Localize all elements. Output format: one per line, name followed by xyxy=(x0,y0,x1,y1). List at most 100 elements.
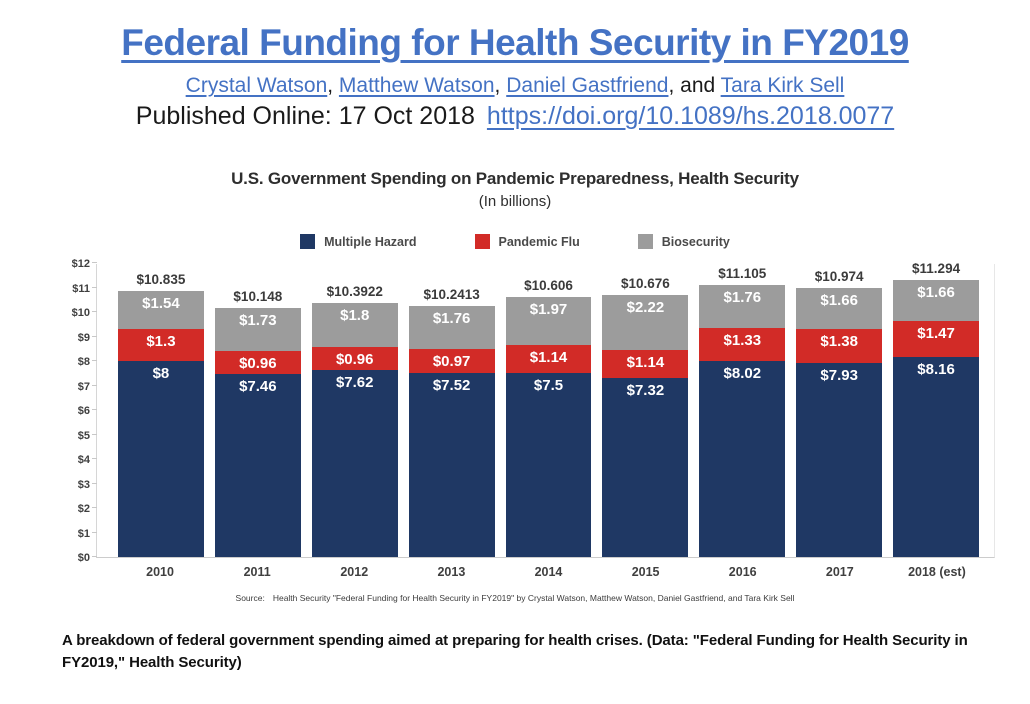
x-tick-label-2012: 2012 xyxy=(340,565,369,579)
y-tick-mark xyxy=(92,384,97,386)
author-separator: , and xyxy=(668,74,721,97)
source-label: Source: xyxy=(235,593,265,603)
bar-segment-pandemic-flu: $1.3 xyxy=(118,329,204,361)
bar-segment-biosecurity: $1.76 xyxy=(699,284,786,328)
author-separator: , xyxy=(494,74,507,97)
published-line: Published Online: 17 Oct 2018 https://doi… xyxy=(0,102,1030,131)
segment-value-label: $1.76 xyxy=(432,309,471,327)
segment-value-label: $8.02 xyxy=(723,364,762,382)
x-tick-label-2018-est: 2018 (est) xyxy=(908,565,966,579)
legend-label: Multiple Hazard xyxy=(324,234,417,249)
bar-group-2011: $10.148 $1.73 $0.96 $7.46 xyxy=(214,264,301,557)
author-link-tara-kirk-sell[interactable]: Tara Kirk Sell xyxy=(720,74,845,97)
segment-value-label: $0.96 xyxy=(335,350,374,368)
author-link-crystal-watson[interactable]: Crystal Watson xyxy=(185,74,328,97)
bar-segment-multiple-hazard: $7.32 xyxy=(602,377,689,557)
bar-segment-pandemic-flu: $0.96 xyxy=(311,346,398,371)
bar-segment-pandemic-flu: $1.14 xyxy=(602,349,689,378)
bar-segment-multiple-hazard: $7.46 xyxy=(214,374,301,557)
bar-segment-biosecurity: $1.66 xyxy=(796,288,883,329)
legend-item-pandemic-flu: Pandemic Flu xyxy=(474,234,580,249)
x-tick-label-2015: 2015 xyxy=(631,565,660,579)
x-tick-label-2013: 2013 xyxy=(437,565,466,579)
segment-value-label: $1.14 xyxy=(626,353,665,371)
bar-group-2016: $11.105 $1.76 $1.33 $8.02 xyxy=(699,264,786,557)
segment-value-label: $1.47 xyxy=(917,325,955,343)
bar-segment-biosecurity: $1.54 xyxy=(118,291,204,330)
caption: A breakdown of federal government spendi… xyxy=(62,632,968,671)
y-tick-label: $9 xyxy=(77,331,90,344)
source-note: Source: Health Security "Federal Funding … xyxy=(0,593,1030,603)
segment-value-label: $0.97 xyxy=(432,353,471,371)
segment-value-label: $1.66 xyxy=(820,292,858,310)
slide: Federal Funding for Health Security in F… xyxy=(0,22,1030,671)
legend-swatch-biosecurity xyxy=(637,234,653,249)
bar-total-label: $10.2413 xyxy=(423,286,480,302)
segment-value-label: $7.5 xyxy=(533,377,564,395)
bar-segment-pandemic-flu: $0.96 xyxy=(214,350,301,375)
bar-group-2013: $10.2413 $1.76 $0.97 $7.52 xyxy=(408,264,495,557)
x-tick-label-2011: 2011 xyxy=(243,565,271,579)
bar-segment-biosecurity: $1.8 xyxy=(311,302,398,347)
bar-segment-biosecurity: $1.73 xyxy=(214,308,301,351)
page-title: Federal Funding for Health Security in F… xyxy=(0,22,1030,64)
y-tick-label: $6 xyxy=(77,405,90,417)
bar-segment-biosecurity: $1.76 xyxy=(408,305,495,350)
bar-segment-biosecurity: $1.97 xyxy=(505,297,592,346)
y-tick-label: $0 xyxy=(77,552,90,564)
bar-segment-multiple-hazard: $8 xyxy=(118,361,204,557)
y-axis: $0 $1 $2 $3 $4 $5 $6 $7 $8 $9 $10 $11 $12 xyxy=(60,258,96,564)
bar-total-label: $10.974 xyxy=(814,269,864,285)
segment-value-label: $1.33 xyxy=(723,331,762,349)
y-tick-label: $7 xyxy=(77,380,90,393)
chart: U.S. Government Spending on Pandemic Pre… xyxy=(0,169,1030,603)
segment-value-label: $7.32 xyxy=(626,381,665,399)
bar-segment-multiple-hazard: $7.62 xyxy=(311,370,398,557)
author-separator: , xyxy=(327,74,339,97)
x-tick-label-2010: 2010 xyxy=(146,565,174,579)
legend-swatch-pandemic-flu xyxy=(474,234,490,249)
legend-item-multiple-hazard: Multiple Hazard xyxy=(300,234,417,249)
y-tick-mark xyxy=(92,335,97,337)
bar-total-label: $10.676 xyxy=(620,276,670,292)
y-tick-mark xyxy=(92,556,97,557)
x-tick-label-2017: 2017 xyxy=(825,565,854,579)
chart-title: U.S. Government Spending on Pandemic Pre… xyxy=(231,169,799,188)
author-link-daniel-gastfriend[interactable]: Daniel Gastfriend xyxy=(506,74,669,97)
segment-value-label: $7.52 xyxy=(432,376,471,394)
segment-value-label: $1.54 xyxy=(142,295,180,313)
y-tick-mark xyxy=(92,409,97,410)
bar-group-2014: $10.606 $1.97 $1.14 $7.5 xyxy=(505,264,592,557)
y-tick-label: $11 xyxy=(72,282,90,295)
bar-total-label: $11.105 xyxy=(718,265,767,281)
bar-group-2015: $10.676 $2.22 $1.14 $7.32 xyxy=(602,264,689,557)
bar-segment-multiple-hazard: $7.5 xyxy=(505,373,592,557)
bar-segment-pandemic-flu: $1.33 xyxy=(699,327,786,361)
author-link-matthew-watson[interactable]: Matthew Watson xyxy=(338,74,495,97)
bar-total-label: $10.606 xyxy=(524,278,573,294)
segment-value-label: $7.46 xyxy=(239,378,277,396)
legend-swatch-multiple-hazard xyxy=(300,234,316,249)
bar-segment-multiple-hazard: $7.52 xyxy=(408,372,495,557)
bar-segment-multiple-hazard: $8.16 xyxy=(893,357,980,557)
bar-segment-biosecurity: $2.22 xyxy=(602,295,689,350)
bar-segment-pandemic-flu: $1.38 xyxy=(796,328,883,363)
legend-label: Pandemic Flu xyxy=(498,234,580,249)
bar-segment-pandemic-flu: $0.97 xyxy=(408,349,495,373)
y-tick-mark xyxy=(92,507,97,508)
y-tick-mark xyxy=(92,531,97,533)
plot-area: $10.835 $1.54 $1.3 $8 $10.148 $1.73 $0.96 $7.46… xyxy=(92,261,995,558)
chart-subtitle: (In billions) xyxy=(478,193,552,210)
page-title-link[interactable]: Federal Funding for Health Security in F… xyxy=(121,22,909,63)
segment-value-label: $0.96 xyxy=(239,354,277,372)
doi-link[interactable]: https://doi.org/10.1089/hs.2018.0077 xyxy=(486,102,895,130)
y-tick-mark xyxy=(92,262,97,263)
y-tick-mark xyxy=(92,311,97,312)
segment-value-label: $1.38 xyxy=(820,332,858,350)
y-tick-mark xyxy=(92,360,97,361)
bar-total-label: $10.3922 xyxy=(326,283,383,299)
bars-container: $10.835 $1.54 $1.3 $8 $10.148 $1.73 $0.96 $7.46… xyxy=(97,261,994,557)
bar-total-label: $10.835 xyxy=(136,272,186,288)
segment-value-label: $7.62 xyxy=(335,374,374,392)
y-tick-mark xyxy=(92,482,97,484)
